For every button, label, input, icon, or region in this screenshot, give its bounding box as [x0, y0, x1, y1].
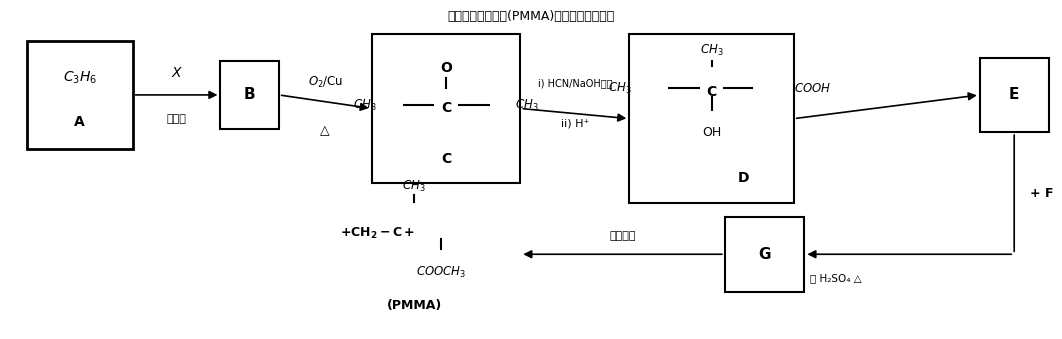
Text: A: A	[74, 115, 85, 129]
Text: $O_2$/Cu: $O_2$/Cu	[308, 75, 343, 90]
FancyBboxPatch shape	[27, 41, 133, 149]
Text: $CH_3$: $CH_3$	[354, 98, 377, 113]
Text: O: O	[440, 61, 452, 75]
Text: E: E	[1009, 87, 1020, 102]
Text: i) HCN/NaOH溶液: i) HCN/NaOH溶液	[537, 78, 612, 88]
Text: OH: OH	[702, 126, 721, 139]
FancyBboxPatch shape	[629, 34, 793, 203]
Text: (PMMA): (PMMA)	[387, 299, 442, 312]
Text: + F: + F	[1030, 187, 1054, 200]
Text: $COOCH_3$: $COOCH_3$	[415, 265, 466, 280]
Text: $COOH$: $COOH$	[794, 82, 832, 95]
Text: 浓 H₂SO₄ △: 浓 H₂SO₄ △	[809, 273, 861, 283]
Text: C: C	[441, 101, 451, 116]
Text: $CH_3$: $CH_3$	[515, 98, 538, 113]
Text: X: X	[172, 66, 182, 80]
Text: C: C	[441, 152, 451, 166]
Text: 催化剂: 催化剂	[167, 114, 187, 123]
FancyBboxPatch shape	[724, 217, 804, 292]
Text: $CH_3$: $CH_3$	[402, 179, 426, 194]
Text: C: C	[706, 84, 717, 99]
Text: 聚甲基丙烯酸甲酯(PMMA)与洗地机电路原理: 聚甲基丙烯酸甲酯(PMMA)与洗地机电路原理	[447, 10, 615, 23]
FancyBboxPatch shape	[372, 34, 520, 183]
Text: $CH_3$: $CH_3$	[700, 43, 723, 58]
Text: △: △	[321, 124, 330, 137]
Text: $C_3H_6$: $C_3H_6$	[63, 70, 97, 86]
FancyBboxPatch shape	[979, 58, 1049, 132]
Text: D: D	[738, 171, 749, 185]
Text: $CH_3$: $CH_3$	[609, 81, 632, 96]
Text: G: G	[758, 247, 771, 262]
Text: 一定条件: 一定条件	[610, 231, 636, 241]
Text: ii) H⁺: ii) H⁺	[561, 119, 589, 128]
FancyBboxPatch shape	[220, 61, 278, 129]
Text: B: B	[244, 87, 255, 102]
Text: $\mathbf{+CH_2-C+}$: $\mathbf{+CH_2-C+}$	[340, 226, 415, 241]
